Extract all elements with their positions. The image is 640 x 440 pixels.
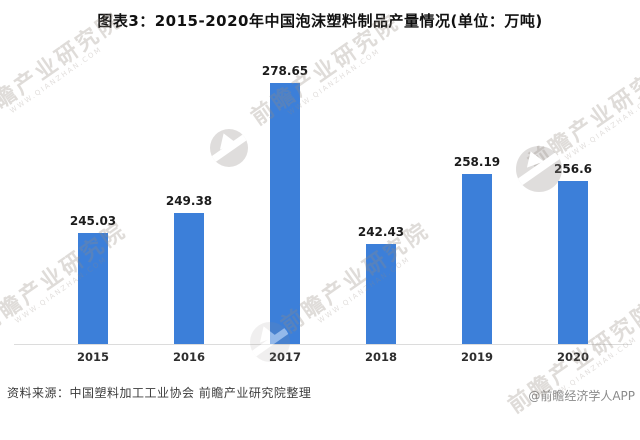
value-label-2018: 242.43 [357,225,405,239]
value-label-2020: 256.6 [554,162,592,176]
bar-2019 [462,174,492,344]
x-tick-label-2018: 2018 [364,350,397,364]
x-tick-label-2015: 2015 [76,350,109,364]
bar-2016 [174,213,204,344]
x-tick-label-2016: 2016 [172,350,205,364]
x-tick-label-2017: 2017 [268,350,301,364]
chart-title: 图表3：2015-2020年中国泡沫塑料制品产量情况(单位：万吨) [97,12,543,30]
bar-2018 [366,244,396,344]
value-label-2016: 249.38 [165,194,213,208]
source-note: 资料来源：中国塑料加工工业协会 前瞻产业研究院整理 [7,386,312,400]
bar-2020 [558,181,588,344]
value-label-2017: 278.65 [261,64,309,78]
x-tick-label-2019: 2019 [460,350,493,364]
bar-2017 [270,83,300,344]
value-label-2015: 245.03 [69,214,117,228]
credit-note: @前瞻经济学人APP [528,389,635,403]
x-tick-label-2020: 2020 [556,350,589,364]
value-label-2019: 258.19 [453,155,501,169]
bar-chart-plot-area: 245.03 249.38 278.65 242.43 258.19 256.6 [69,64,592,344]
x-axis-line [14,344,632,345]
bar-2015 [78,233,108,344]
